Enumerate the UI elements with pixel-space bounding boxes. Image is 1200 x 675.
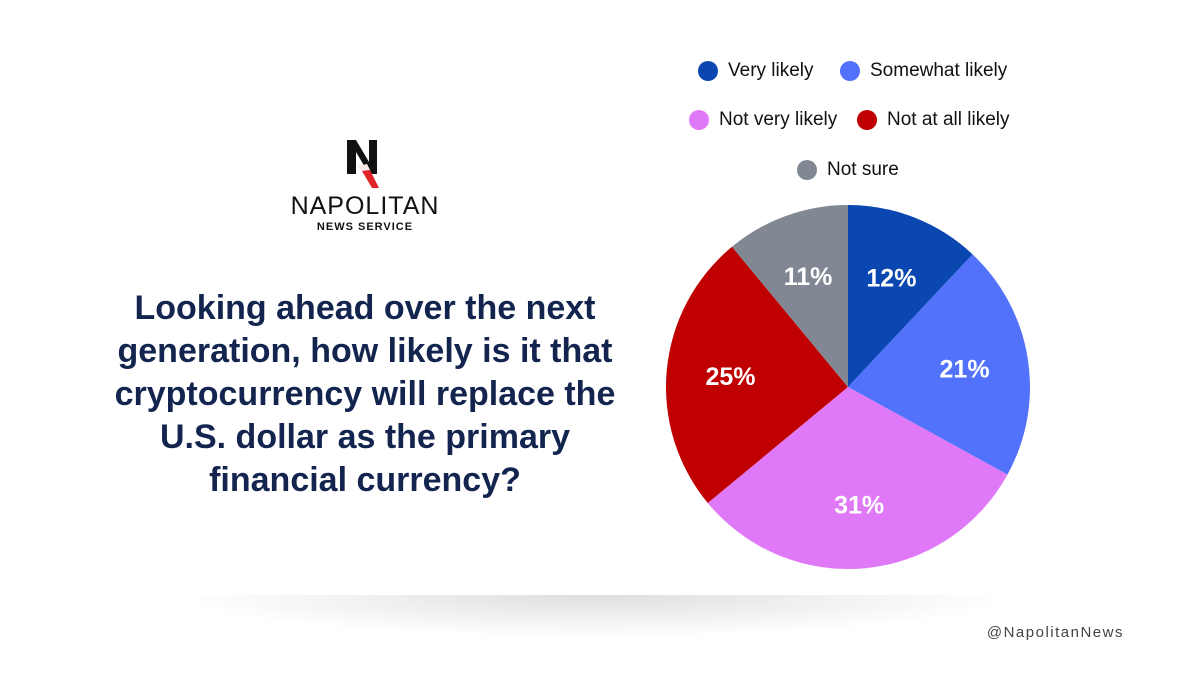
- pie-slice-not-sure: [731, 205, 848, 387]
- pie-slice-somewhat-likely: [848, 254, 1030, 475]
- pie-label-very-likely: 12%: [866, 264, 916, 292]
- legend-item-not-very-likely: Not very likely: [689, 108, 837, 132]
- pie-label-not-very-likely: 31%: [834, 491, 884, 519]
- pie-label-not-at-all-likely: 25%: [706, 363, 756, 391]
- legend-swatch-very-likely: [698, 61, 718, 81]
- legend-swatch-not-at-all-likely: [857, 110, 877, 130]
- logo-name: NAPOLITAN: [290, 192, 440, 220]
- legend-label-somewhat-likely: Somewhat likely: [870, 60, 1008, 81]
- legend-item-not-sure: Not sure: [797, 158, 899, 182]
- legend-swatch-not-sure: [797, 160, 817, 180]
- legend-label-not-at-all-likely: Not at all likely: [887, 109, 1010, 130]
- social-handle: @NapolitanNews: [986, 624, 1124, 641]
- pie-slice-not-at-all-likely: [666, 246, 848, 504]
- legend-item-somewhat-likely: Somewhat likely: [840, 59, 1007, 83]
- legend-label-not-very-likely: Not very likely: [719, 109, 838, 130]
- napolitan-logo: NAPOLITAN NEWS SERVICE: [280, 138, 450, 234]
- legend-item-very-likely: Very likely: [698, 59, 814, 83]
- card-shadow: [200, 595, 990, 635]
- pie-slice-very-likely: [848, 205, 973, 387]
- logo-subtitle: NEWS SERVICE: [316, 221, 414, 233]
- pie-label-somewhat-likely: 21%: [940, 356, 990, 384]
- legend-swatch-not-very-likely: [689, 110, 709, 130]
- poll-question: Looking ahead over the next generation, …: [114, 289, 616, 499]
- pie-slice-not-very-likely: [707, 387, 1008, 569]
- legend-swatch-somewhat-likely: [840, 61, 860, 81]
- pie-label-not-sure: 11%: [784, 263, 833, 291]
- legend-label-not-sure: Not sure: [827, 159, 899, 180]
- legend-label-very-likely: Very likely: [728, 60, 814, 81]
- legend-item-not-at-all-likely: Not at all likely: [857, 108, 1010, 132]
- napolitan-n-icon: [347, 140, 379, 188]
